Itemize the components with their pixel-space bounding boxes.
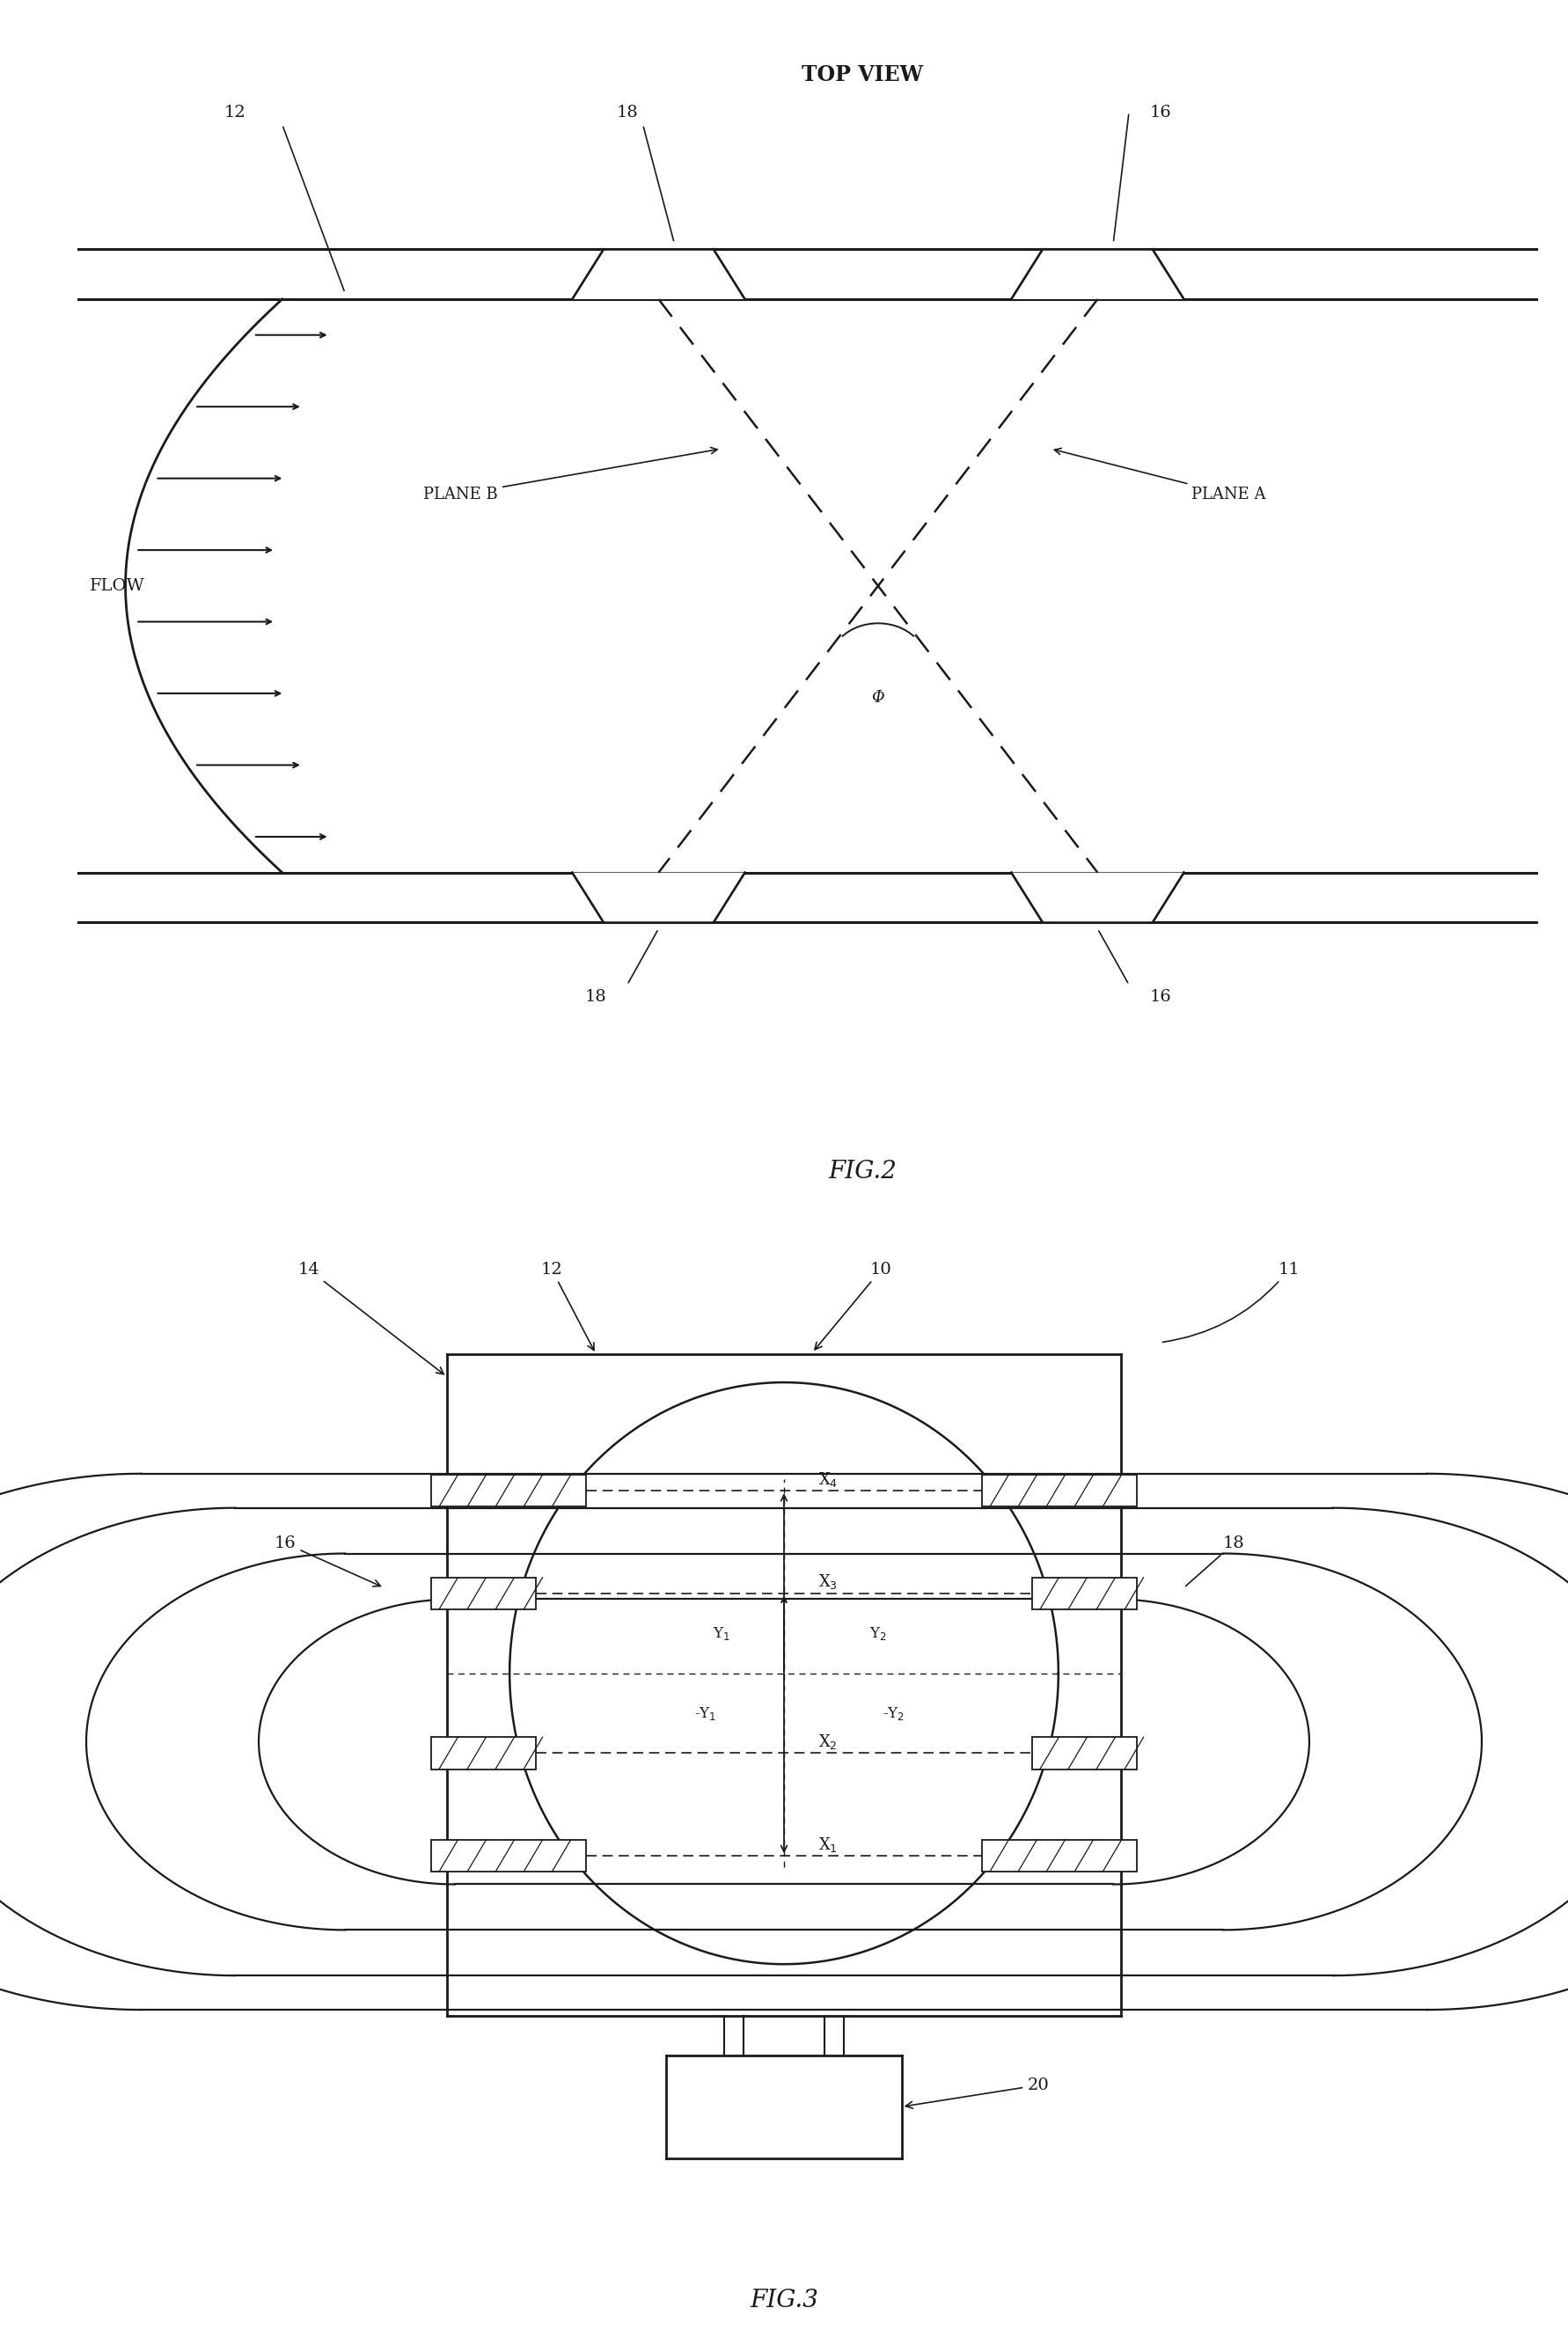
Text: 16: 16 [1149,990,1171,1004]
Text: PLANE A: PLANE A [1055,449,1265,501]
Bar [431,1475,586,1508]
Text: 11: 11 [1163,1261,1300,1343]
Text: -Y$_2$: -Y$_2$ [883,1705,905,1722]
Text: 18: 18 [585,990,607,1004]
Polygon shape [1011,249,1184,299]
Text: X$_1$: X$_1$ [818,1835,837,1853]
Text: PLANE B: PLANE B [423,447,717,501]
Text: 18: 18 [616,103,638,120]
Text: Φ: Φ [872,689,884,706]
Text: 16: 16 [1149,103,1171,120]
Text: 20: 20 [906,2077,1049,2107]
Text: FIG.3: FIG.3 [750,2288,818,2312]
Text: X$_2$: X$_2$ [818,1733,837,1750]
Text: 16: 16 [274,1536,381,1585]
Bar [982,1839,1137,1872]
Bar [431,1578,536,1609]
Text: Y$_2$: Y$_2$ [870,1625,886,1642]
Text: 18: 18 [1185,1536,1245,1585]
Text: X$_4$: X$_4$ [818,1470,837,1489]
Polygon shape [572,873,745,922]
Bar [431,1738,536,1769]
Text: 14: 14 [298,1261,444,1374]
Polygon shape [572,249,745,299]
Text: -Y$_1$: -Y$_1$ [695,1705,717,1722]
Text: TOP VIEW: TOP VIEW [801,64,924,85]
Text: 10: 10 [815,1261,892,1350]
Text: 12: 12 [541,1261,594,1350]
Bar [431,1839,586,1872]
Bar [1032,1578,1137,1609]
Bar [982,1475,1137,1508]
Text: FIG.2: FIG.2 [828,1160,897,1183]
Polygon shape [1011,873,1184,922]
Text: FLOW: FLOW [89,579,146,593]
Text: 12: 12 [224,103,246,120]
Text: X$_3$: X$_3$ [818,1573,837,1592]
Bar [1032,1738,1137,1769]
Text: Y$_1$: Y$_1$ [712,1625,731,1642]
